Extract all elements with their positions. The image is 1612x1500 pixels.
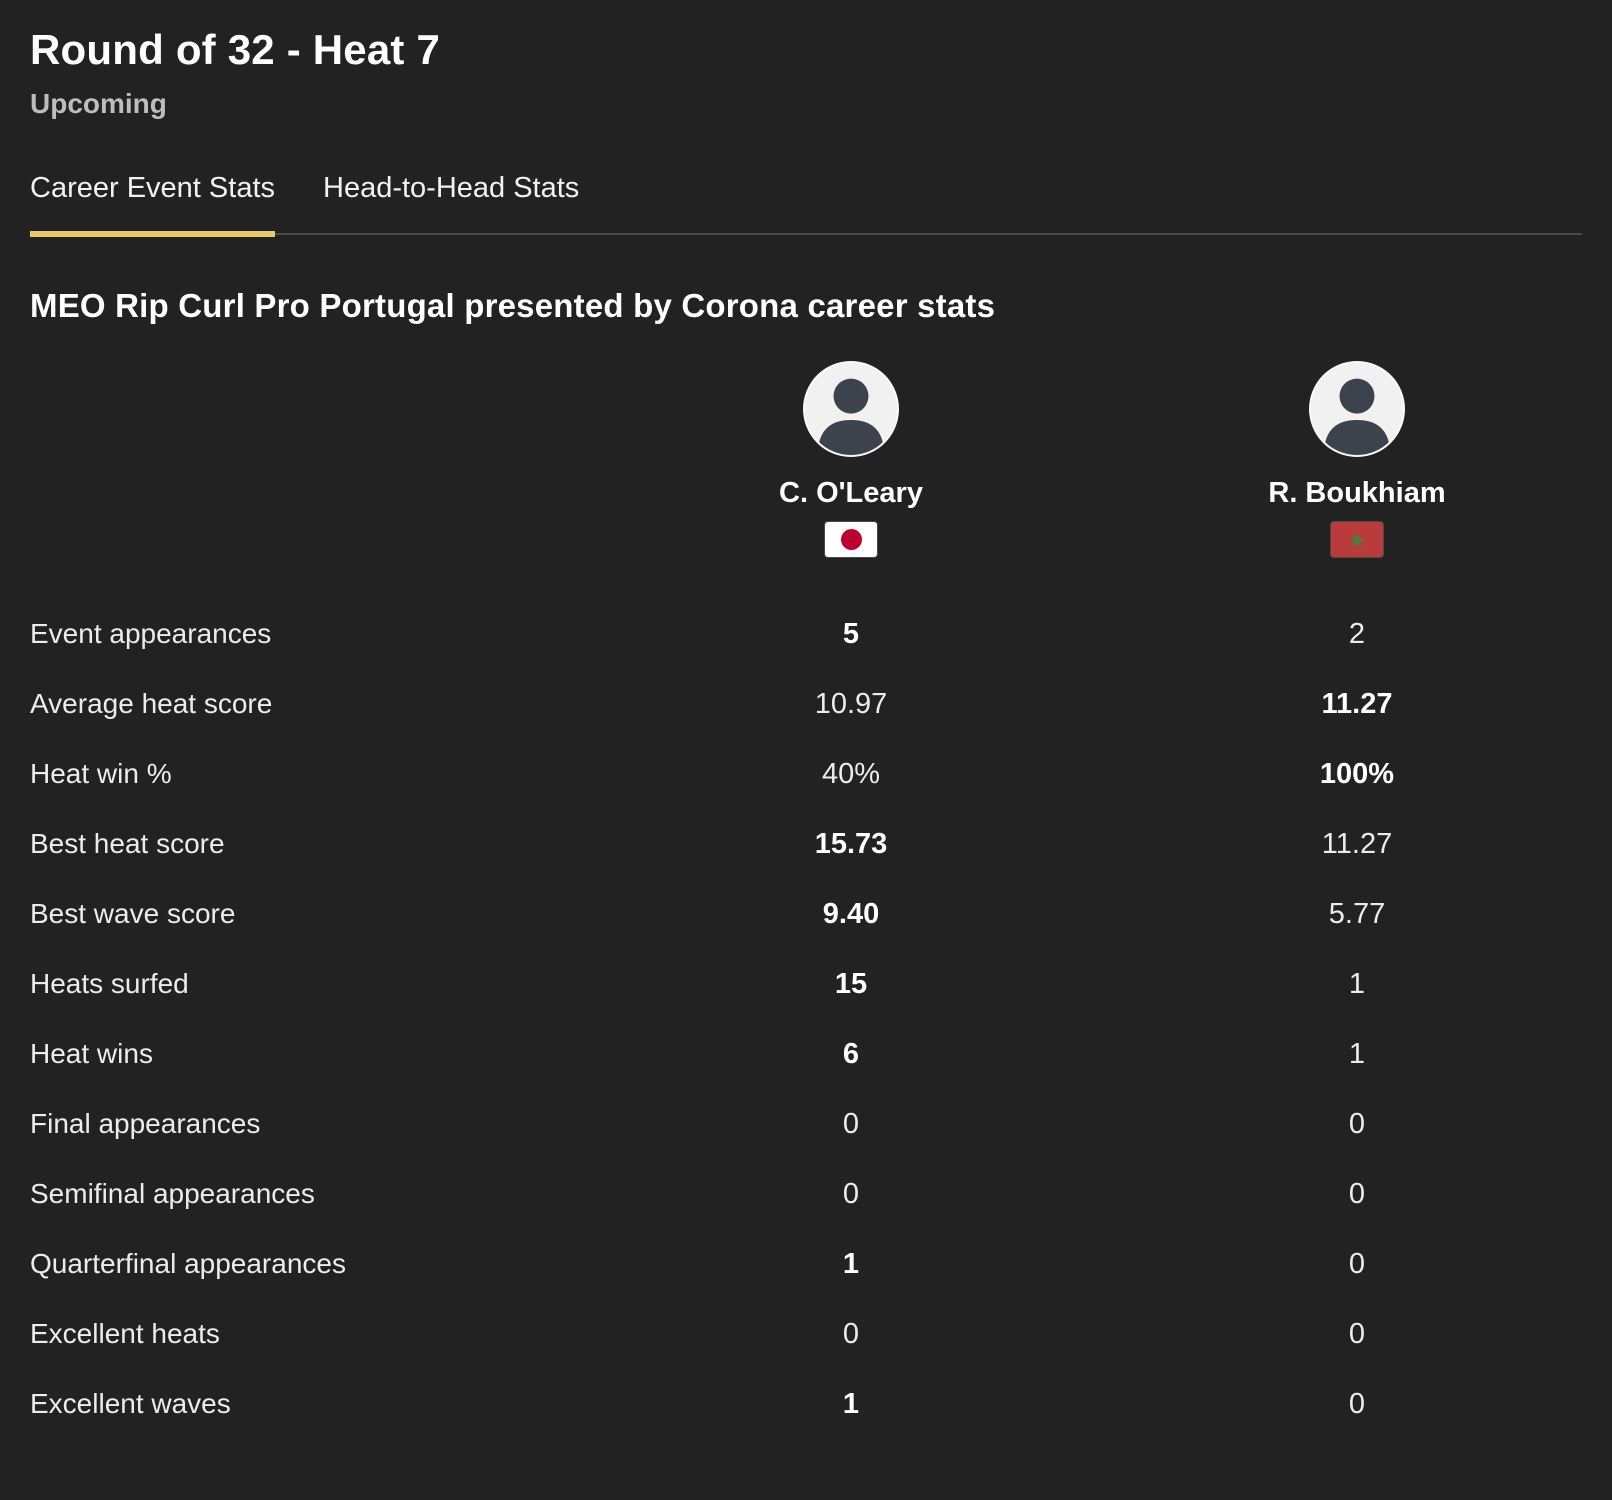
morocco-flag-icon xyxy=(1331,522,1383,557)
stats-table: Event appearances 5 2 Average heat score… xyxy=(0,599,1612,1439)
stat-row: Excellent heats 0 0 xyxy=(0,1299,1612,1369)
stat-row: Average heat score 10.97 11.27 xyxy=(0,669,1612,739)
stat-value-right: 100% xyxy=(1319,757,1395,790)
stat-label: Best heat score xyxy=(30,828,225,859)
stat-value-right: 0 xyxy=(1348,1247,1366,1280)
stat-row: Heat win % 40% 100% xyxy=(0,739,1612,809)
stat-value-right: 0 xyxy=(1348,1107,1366,1140)
stat-row: Best heat score 15.73 11.27 xyxy=(0,809,1612,879)
athletes-header: C. O'Leary R. Boukhiam xyxy=(0,361,1612,557)
section-title: MEO Rip Curl Pro Portugal presented by C… xyxy=(30,287,996,324)
stat-value-right: 0 xyxy=(1348,1177,1366,1210)
stat-value-left: 15 xyxy=(834,967,868,1000)
person-silhouette-icon xyxy=(1323,378,1391,455)
athlete-card-left: C. O'Leary xyxy=(600,361,1102,557)
heat-stats-panel: Round of 32 - Heat 7 Upcoming Career Eve… xyxy=(0,26,1612,1439)
stat-value-left: 0 xyxy=(842,1177,860,1210)
stat-value-left: 0 xyxy=(842,1107,860,1140)
japan-flag-icon xyxy=(825,522,877,557)
stat-value-left: 40% xyxy=(821,757,881,790)
stat-row: Event appearances 5 2 xyxy=(0,599,1612,669)
person-silhouette-icon xyxy=(817,378,885,455)
stat-value-left: 1 xyxy=(842,1247,860,1280)
stat-label: Heat win % xyxy=(30,758,172,789)
stat-label: Heat wins xyxy=(30,1038,153,1069)
athlete-name: R. Boukhiam xyxy=(1268,477,1446,509)
stat-value-right: 5.77 xyxy=(1328,897,1386,930)
athlete-card-right: R. Boukhiam xyxy=(1102,361,1612,557)
stat-row: Quarterfinal appearances 1 0 xyxy=(0,1229,1612,1299)
stat-value-left: 15.73 xyxy=(814,827,888,860)
athlete-avatar xyxy=(1309,361,1405,457)
stat-value-right: 2 xyxy=(1348,617,1366,650)
stat-value-right: 0 xyxy=(1348,1387,1366,1420)
stat-row: Final appearances 0 0 xyxy=(0,1089,1612,1159)
stat-label: Quarterfinal appearances xyxy=(30,1248,346,1279)
athlete-avatar xyxy=(803,361,899,457)
stat-row: Heat wins 6 1 xyxy=(0,1019,1612,1089)
tab-head-to-head-stats[interactable]: Head-to-Head Stats xyxy=(323,172,579,235)
stat-label: Heats surfed xyxy=(30,968,189,999)
active-tab-indicator xyxy=(30,231,275,237)
stat-value-left: 5 xyxy=(842,617,860,650)
stat-label: Final appearances xyxy=(30,1108,261,1139)
heat-status-label: Upcoming xyxy=(30,88,167,119)
stat-value-left: 0 xyxy=(842,1317,860,1350)
morocco-star-icon xyxy=(1349,531,1365,547)
athlete-name: C. O'Leary xyxy=(779,477,923,509)
stat-value-left: 6 xyxy=(842,1037,860,1070)
stat-value-right: 0 xyxy=(1348,1317,1366,1350)
stat-row: Heats surfed 15 1 xyxy=(0,949,1612,1019)
stat-value-left: 9.40 xyxy=(822,897,880,930)
stat-value-left: 10.97 xyxy=(814,687,888,720)
tab-label: Head-to-Head Stats xyxy=(323,172,580,204)
stat-label: Best wave score xyxy=(30,898,236,929)
japan-flag-circle xyxy=(840,529,862,550)
tab-career-event-stats[interactable]: Career Event Stats xyxy=(30,172,275,237)
stat-value-left: 1 xyxy=(842,1387,860,1420)
page-title: Round of 32 - Heat 7 xyxy=(30,26,441,73)
stat-label: Semifinal appearances xyxy=(30,1178,315,1209)
stat-label: Excellent waves xyxy=(30,1388,231,1419)
stat-value-right: 1 xyxy=(1348,967,1366,1000)
stat-value-right: 11.27 xyxy=(1321,687,1393,720)
stat-label: Excellent heats xyxy=(30,1318,220,1349)
stat-value-right: 11.27 xyxy=(1321,827,1393,860)
stat-row: Excellent waves 1 0 xyxy=(0,1369,1612,1439)
stat-row: Best wave score 9.40 5.77 xyxy=(0,879,1612,949)
stat-value-right: 1 xyxy=(1348,1037,1366,1070)
tab-label: Career Event Stats xyxy=(30,172,275,204)
stat-label: Average heat score xyxy=(30,688,273,719)
stat-label: Event appearances xyxy=(30,618,272,649)
stats-tabs: Career Event Stats Head-to-Head Stats xyxy=(0,172,1612,237)
stat-row: Semifinal appearances 0 0 xyxy=(0,1159,1612,1229)
